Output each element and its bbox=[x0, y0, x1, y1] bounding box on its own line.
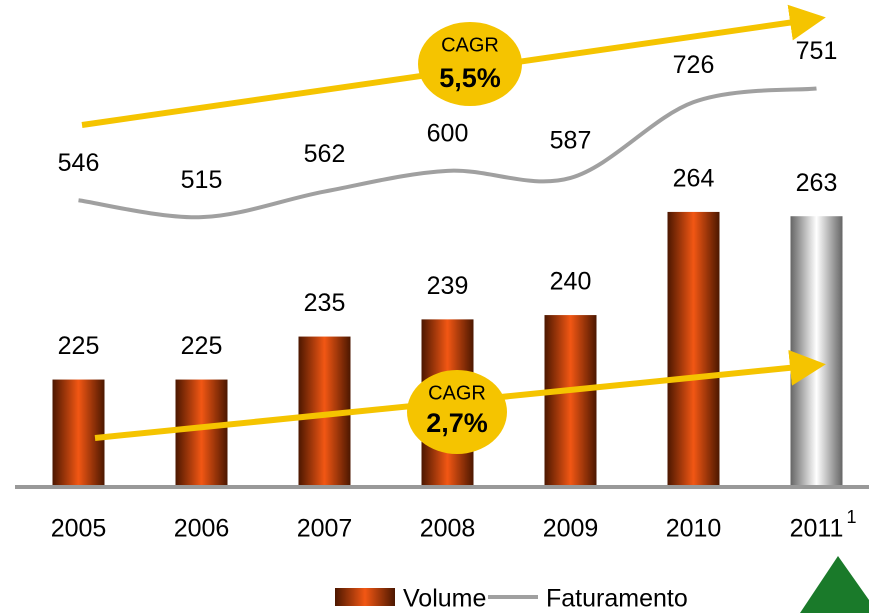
line-value-label: 587 bbox=[550, 127, 592, 155]
bar bbox=[544, 315, 597, 487]
line-value-label: 515 bbox=[181, 166, 223, 194]
bar bbox=[790, 216, 843, 487]
x-tick-label: 2009 bbox=[543, 515, 599, 543]
line-value-label: 546 bbox=[58, 149, 100, 177]
x-label-note: 1 bbox=[847, 507, 857, 527]
x-tick-label: 2008 bbox=[420, 515, 476, 543]
bar-value-label: 263 bbox=[796, 169, 838, 197]
legend-swatch bbox=[335, 588, 395, 606]
x-tick-label: 2006 bbox=[174, 515, 230, 543]
cagr-label: CAGR bbox=[441, 34, 499, 56]
x-tick-label: 2011 bbox=[790, 515, 844, 543]
cagr-badge bbox=[418, 22, 522, 106]
cagr-badge bbox=[407, 370, 507, 454]
bar bbox=[175, 379, 228, 487]
bar-value-label: 240 bbox=[550, 268, 592, 296]
bar-value-label: 239 bbox=[427, 272, 469, 300]
x-tick-label: 2005 bbox=[51, 515, 107, 543]
bar-value-label: 264 bbox=[673, 165, 715, 193]
x-tick-label: 2010 bbox=[666, 515, 722, 543]
bar-value-label: 225 bbox=[181, 332, 223, 360]
line-value-label: 726 bbox=[673, 51, 715, 79]
line-value-label: 600 bbox=[427, 119, 469, 147]
legend-label: Volume bbox=[403, 585, 486, 613]
x-tick-label: 2007 bbox=[297, 515, 353, 543]
line bbox=[78, 86, 817, 220]
cagr-value: 5,5% bbox=[439, 63, 501, 93]
bar bbox=[667, 211, 720, 487]
bar bbox=[52, 379, 105, 487]
line-value-label: 562 bbox=[304, 140, 346, 168]
cagr-label: CAGR bbox=[428, 382, 486, 404]
bar-value-label: 225 bbox=[58, 332, 100, 360]
logo bbox=[800, 556, 869, 613]
legend-label: Faturamento bbox=[546, 585, 688, 613]
cagr-value: 2,7% bbox=[426, 408, 488, 438]
bar-value-label: 235 bbox=[304, 289, 346, 317]
line-value-label: 751 bbox=[796, 37, 838, 65]
